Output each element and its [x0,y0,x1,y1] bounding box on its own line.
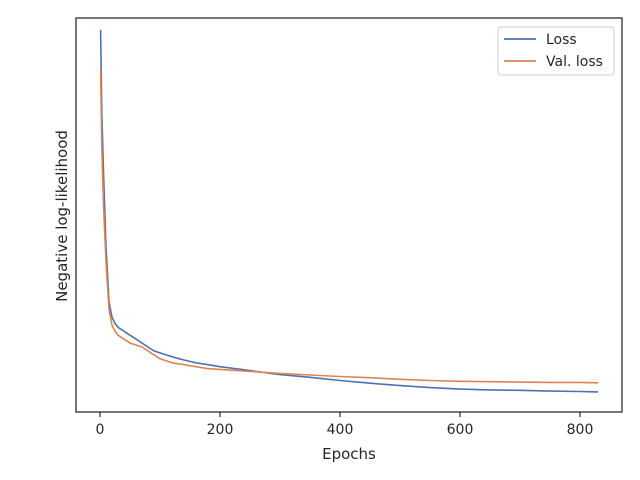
x-tick-label: 0 [96,422,105,438]
plot-content [99,29,599,393]
x-tick-label: 800 [567,422,594,438]
y-axis-label: Negative log-likelihood [53,130,71,302]
series-line-2 [99,69,599,384]
legend: Loss Val. loss [497,26,615,76]
x-axis-ticks: 0 200 400 600 800 [96,412,594,438]
legend-label: Loss [546,32,577,48]
x-tick-label: 400 [327,422,354,438]
series-line-1 [99,29,599,393]
axes-frame [75,17,623,413]
legend-label: Val. loss [546,54,603,70]
x-tick-label: 200 [207,422,234,438]
x-axis-label: Epochs [322,445,376,463]
x-tick-label: 600 [447,422,474,438]
